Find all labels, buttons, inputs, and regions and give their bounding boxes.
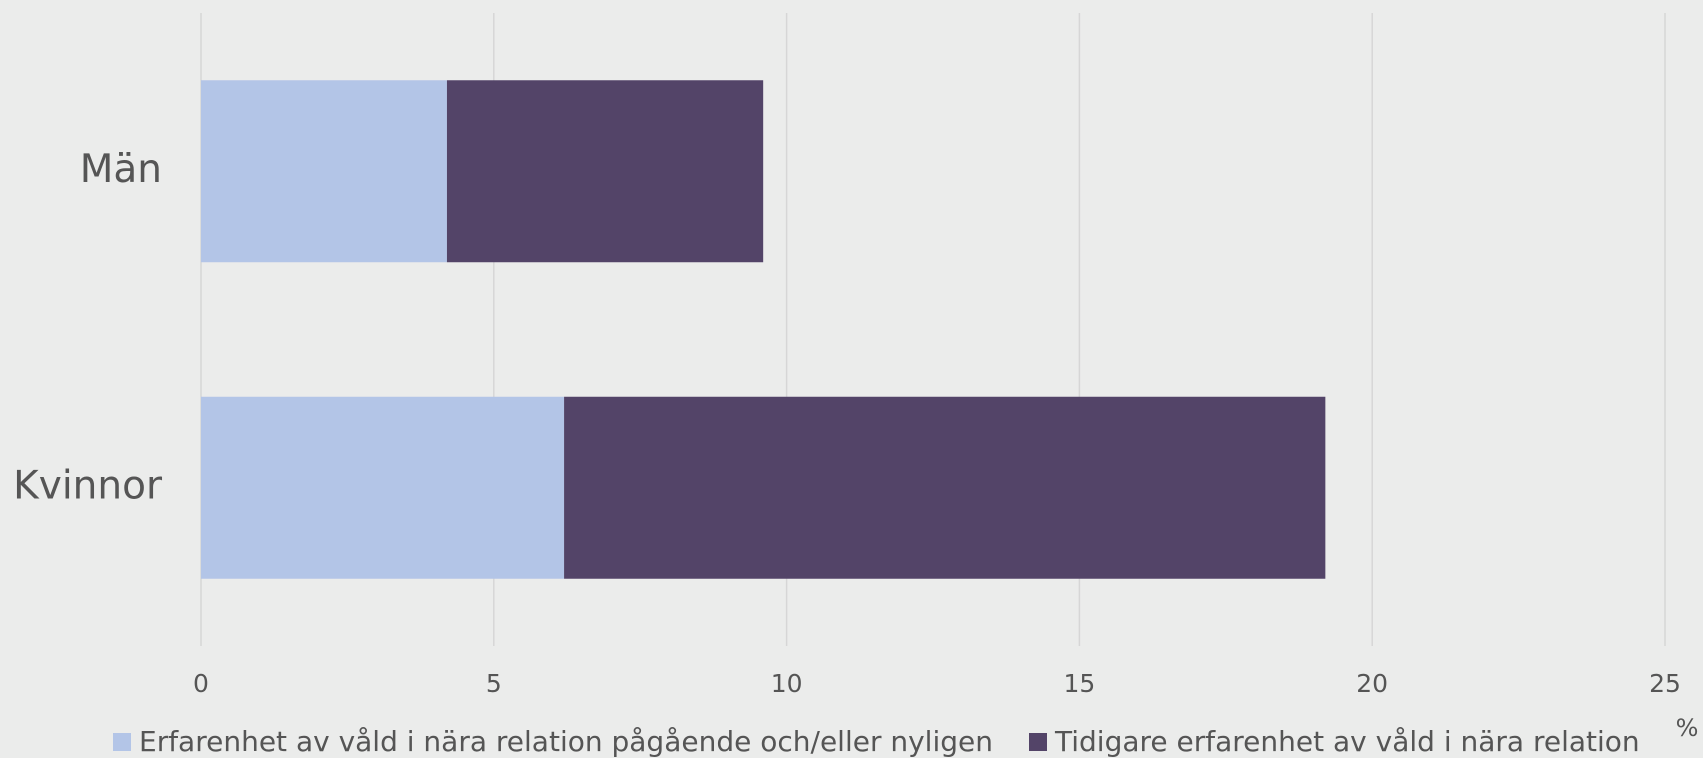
x-tick-label: 5 <box>486 669 502 698</box>
legend-swatch <box>1029 733 1047 751</box>
bar-segment <box>201 396 565 579</box>
legend-label: Erfarenhet av våld i nära relation pågåe… <box>139 725 993 758</box>
legend-label: Tidigare erfarenhet av våld i nära relat… <box>1054 725 1640 758</box>
x-tick-label: 25 <box>1649 669 1681 698</box>
x-tick-label: 20 <box>1356 669 1388 698</box>
x-tick-label: 15 <box>1063 669 1095 698</box>
bar-segment <box>564 396 1326 579</box>
x-tick-label: 0 <box>193 669 209 698</box>
y-tick-label: Män <box>80 147 162 192</box>
x-axis-label: % <box>1676 714 1699 742</box>
legend-swatch <box>113 733 131 751</box>
bar-segment <box>446 80 764 263</box>
y-tick-label: Kvinnor <box>13 463 163 508</box>
x-tick-label: 10 <box>771 669 803 698</box>
bar-segment <box>201 80 447 263</box>
